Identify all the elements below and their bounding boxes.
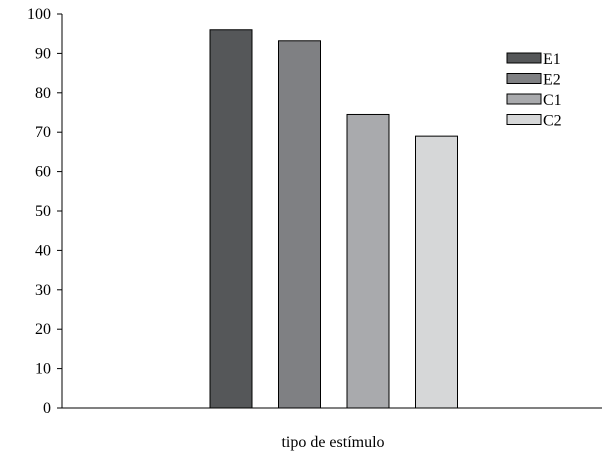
bar-c1 — [346, 113, 390, 409]
legend-swatch-e2 — [506, 73, 542, 84]
y-tick-label: 60 — [35, 164, 51, 181]
bars — [209, 29, 458, 409]
bar-c2 — [415, 135, 458, 409]
bar-e2 — [278, 40, 321, 409]
legend-label-c2: C2 — [543, 113, 562, 130]
legend-swatch-c2 — [506, 114, 542, 125]
y-tick-label: 90 — [35, 45, 51, 62]
y-axis: 0 10 20 30 40 50 60 70 80 90 100 — [27, 6, 63, 417]
y-tick-label: 70 — [35, 124, 51, 141]
legend-label-c1: C1 — [543, 92, 562, 109]
legend-swatch-e1 — [506, 52, 542, 64]
y-tick-label: 10 — [35, 361, 51, 378]
legend-label-e2: E2 — [543, 72, 561, 89]
legend-label-e1: E1 — [543, 51, 561, 68]
x-axis-label: tipo de estímulo — [281, 434, 384, 451]
legend-swatch-c1 — [506, 93, 542, 105]
bar-e1 — [209, 29, 253, 409]
y-tick-label: 30 — [35, 282, 51, 299]
y-tick-label: 20 — [35, 321, 51, 338]
y-tick-label: 100 — [27, 6, 51, 23]
y-tick-label: 0 — [43, 400, 51, 417]
y-tick-label: 50 — [35, 203, 51, 220]
y-tick-label: 80 — [35, 85, 51, 102]
y-tick-label: 40 — [35, 242, 51, 259]
legend: E1 E2 C1 C2 — [506, 51, 562, 130]
